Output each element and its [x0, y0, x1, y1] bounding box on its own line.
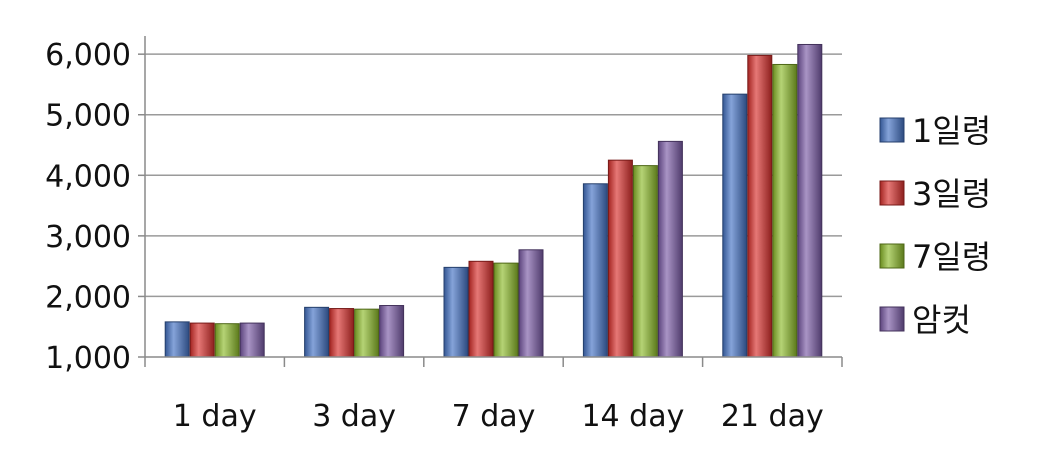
bar: [329, 308, 355, 358]
bar: [797, 43, 823, 358]
bar: [772, 63, 798, 358]
bar: [582, 183, 608, 358]
bar: [189, 322, 215, 358]
y-tick-label: 5,000: [45, 99, 131, 134]
y-tick-label: 1,000: [45, 341, 131, 376]
legend-swatch: [879, 117, 905, 143]
legend-label: 암컷: [912, 301, 971, 339]
bar: [657, 140, 683, 358]
y-tick-label: 6,000: [45, 38, 131, 73]
legend-label: 7일령: [912, 238, 991, 276]
bar: [722, 93, 748, 358]
y-tick-label: 4,000: [45, 159, 131, 194]
bar: [747, 54, 773, 358]
legend-label: 3일령: [912, 175, 991, 213]
legend-swatch: [879, 180, 905, 206]
x-tick-label: 14 day: [581, 399, 684, 434]
bar: [214, 323, 240, 358]
x-axis-ticks: 1 day 3 day 7 day 14 day 21 day: [144, 357, 843, 434]
legend-label: 1일령: [912, 112, 991, 150]
bars: [164, 43, 823, 358]
y-tick-label: 3,000: [45, 220, 131, 255]
x-tick-label: 3 day: [312, 399, 396, 434]
bar: [468, 260, 494, 358]
x-tick-label: 1 day: [173, 399, 257, 434]
bar: [304, 306, 330, 358]
legend-swatch: [879, 306, 905, 332]
legend-swatch: [879, 243, 905, 269]
bar: [632, 165, 658, 358]
y-axis-ticks: 1,000 2,000 3,000 4,000 5,000 6,000: [45, 38, 145, 376]
bar: [607, 159, 633, 358]
x-tick-label: 21 day: [721, 399, 824, 434]
x-tick-label: 7 day: [452, 399, 536, 434]
axes: [144, 36, 842, 358]
bar: [354, 308, 380, 358]
bar: [239, 322, 265, 358]
y-tick-label: 2,000: [45, 280, 131, 315]
bar: [518, 249, 544, 358]
bar: [493, 262, 519, 358]
bar: [443, 266, 469, 358]
bar: [164, 321, 190, 358]
bar: [379, 305, 405, 358]
